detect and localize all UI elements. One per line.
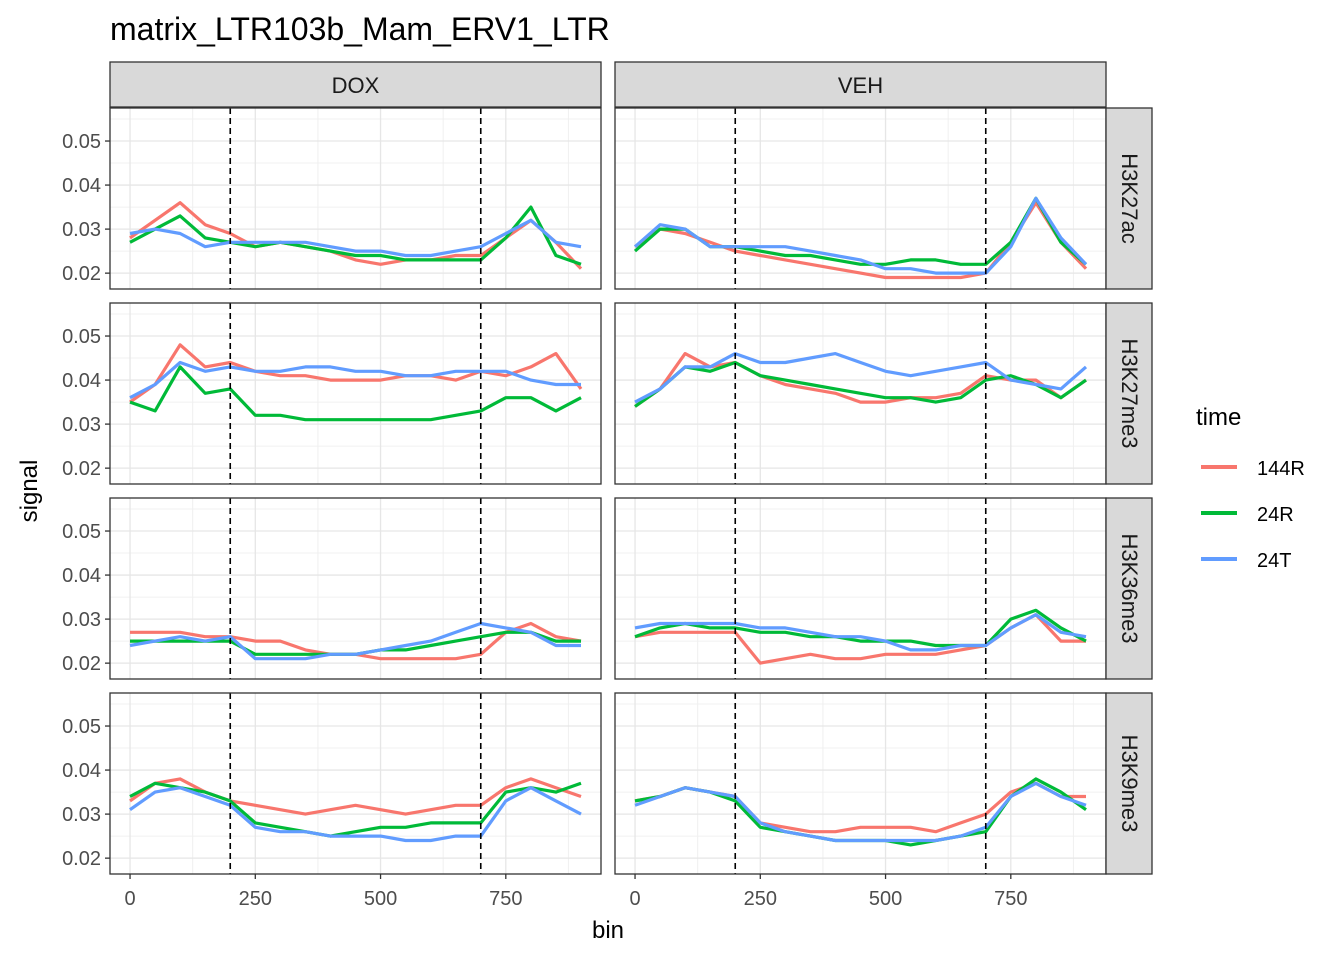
strip-label-VEH: VEH: [838, 73, 883, 98]
panel-DOX-H3K9me3: 0.02 0.03 0.04 0.05 0 250 500 750: [62, 692, 602, 910]
y-tick-label: 0.03: [62, 609, 101, 631]
strip-label-H3K27me3: H3K27me3: [1117, 338, 1142, 448]
panel-background: [615, 498, 1106, 679]
series-line-144R: [129, 343, 583, 404]
x-tick-label: 500: [869, 888, 902, 910]
strip-right-H3K27me3: [1105, 302, 1153, 485]
series-line-24T: [129, 786, 582, 843]
legend-title: time: [1196, 404, 1241, 431]
x-tick-label: 0: [124, 888, 135, 910]
x-tick-label: 250: [239, 888, 272, 910]
panel-VEH-H3K27ac: H3K27ac: [614, 107, 1153, 290]
panel-VEH-H3K9me3: 0 250 500 750 H3K9me3: [614, 692, 1153, 910]
y-tick-label: 0.04: [62, 370, 101, 392]
series-line-24T: [634, 781, 1087, 843]
legend: time 144R 24R 24T: [1196, 404, 1305, 572]
panel-VEH-H3K27me3: H3K27me3: [614, 302, 1153, 485]
y-tick-label: 0.05: [62, 521, 101, 543]
panel-border: [109, 302, 602, 485]
panels: DOX0.020.030.040.050.020.030.040.050.020…: [62, 61, 1153, 910]
panel-DOX-H3K36me3: 0.02 0.03 0.04 0.05: [62, 497, 602, 680]
panel-background: [110, 498, 601, 679]
legend-label-24T: 24T: [1257, 550, 1291, 572]
y-tick-label: 0.02: [62, 653, 101, 675]
strip-right-H3K9me3: [1105, 692, 1153, 875]
x-tick-label: 250: [744, 888, 777, 910]
panel-DOX-H3K27ac: 0.02 0.03 0.04 0.05: [62, 107, 602, 290]
panel-background: [110, 108, 601, 289]
series-line-24R: [129, 205, 582, 266]
panel-background: [615, 108, 1106, 289]
panel-background: [110, 303, 601, 484]
chart-title: matrix_LTR103b_Mam_ERV1_LTR: [110, 11, 610, 47]
panel-border: [109, 107, 602, 290]
series-line-24R: [634, 360, 1087, 408]
series-line-24T: [634, 613, 1087, 652]
series-line-24T: [633, 196, 1088, 275]
y-tick-label: 0.04: [62, 760, 101, 782]
x-tick-label: 750: [994, 888, 1027, 910]
series-line-24T: [129, 218, 582, 258]
y-tick-label: 0.05: [62, 131, 101, 153]
legend-label-24R: 24R: [1257, 504, 1294, 526]
series-line-24R: [634, 608, 1087, 648]
y-axis-label: signal: [16, 460, 43, 523]
panel-VEH-H3K36me3: H3K36me3: [614, 497, 1153, 680]
y-tick-label: 0.05: [62, 326, 101, 348]
y-tick-label: 0.02: [62, 458, 101, 480]
panel-border: [109, 692, 602, 875]
y-tick-label: 0.02: [62, 848, 101, 870]
strip-top-VEH: [614, 61, 1107, 108]
y-tick-label: 0.03: [62, 804, 101, 826]
series-line-24T: [129, 360, 581, 400]
panel-border: [109, 497, 602, 680]
strip-right-H3K36me3: [1105, 497, 1153, 680]
y-tick-label: 0.04: [62, 175, 101, 197]
legend-label-144R: 144R: [1257, 458, 1305, 480]
panel-background: [110, 693, 601, 874]
y-tick-label: 0.05: [62, 716, 101, 738]
series-line-24R: [129, 781, 582, 838]
strip-top-DOX: [109, 61, 602, 108]
y-tick-label: 0.03: [62, 414, 101, 436]
strip-label-H3K9me3: H3K9me3: [1117, 735, 1142, 833]
x-tick-label: 750: [489, 888, 522, 910]
x-axis-label: bin: [592, 917, 624, 944]
strip-right-H3K27ac: [1105, 107, 1153, 290]
series-line-24T: [129, 621, 581, 661]
x-tick-label: 500: [364, 888, 397, 910]
y-tick-label: 0.04: [62, 565, 101, 587]
series-line-24T: [634, 352, 1088, 404]
y-tick-label: 0.02: [62, 263, 101, 285]
strip-label-H3K27ac: H3K27ac: [1117, 153, 1142, 244]
series-line-24R: [129, 365, 582, 422]
strip-label-DOX: DOX: [332, 73, 380, 98]
x-tick-label: 0: [629, 888, 640, 910]
y-tick-label: 0.03: [62, 219, 101, 241]
panel-background: [615, 693, 1106, 874]
strip-label-H3K36me3: H3K36me3: [1117, 533, 1142, 643]
panel-DOX-H3K27me3: 0.02 0.03 0.04 0.05: [62, 302, 602, 485]
